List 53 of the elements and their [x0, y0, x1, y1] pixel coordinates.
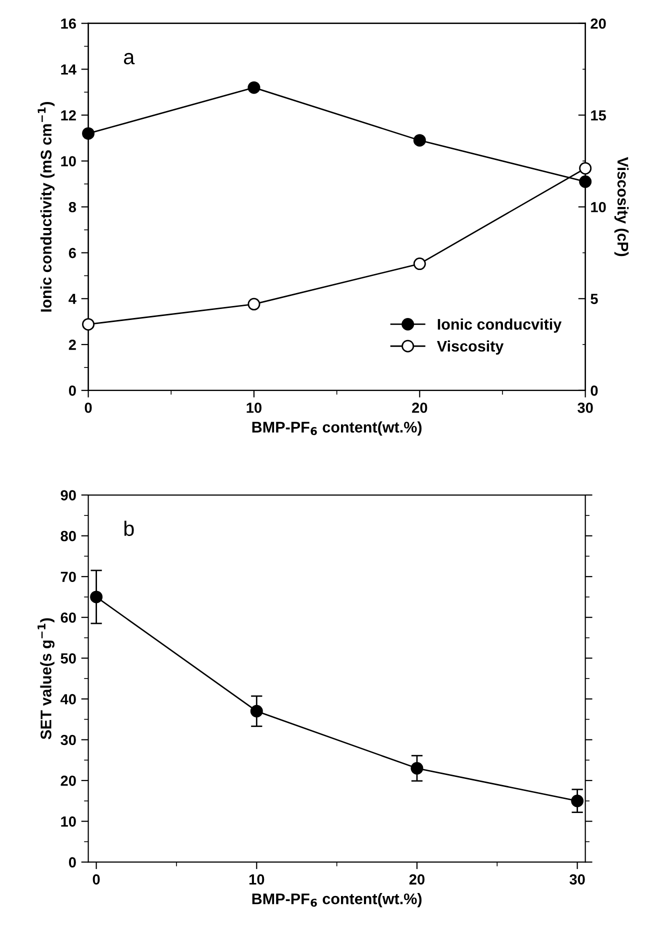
y-tick-label: 20	[60, 776, 76, 786]
x-tick-label: 10	[246, 402, 262, 413]
y-tick-label: 14	[61, 64, 76, 75]
y2-tick-label: 10	[591, 202, 606, 212]
point	[571, 794, 584, 808]
y2-tick-label: 5	[590, 294, 598, 304]
y-tick-label: 60	[60, 612, 76, 623]
annotation: b	[124, 520, 134, 536]
y-tick-label: 50	[60, 653, 76, 664]
x-tick-label: 10	[249, 874, 264, 885]
y-tick-label: 4	[68, 294, 76, 304]
point	[82, 318, 95, 331]
x-axis-title: BMP-PF$_{6}$ content(wt.%)	[252, 421, 422, 436]
y-tick-label: 70	[60, 572, 76, 582]
y2-axis-title: Viscosity (cP)	[614, 157, 629, 256]
y-tick-label: 30	[60, 734, 76, 746]
point	[82, 127, 95, 140]
x-tick-label: 20	[409, 874, 424, 885]
legend-label: Viscosity	[436, 340, 504, 355]
annotation: a	[124, 52, 135, 64]
point	[250, 704, 263, 718]
point	[248, 81, 260, 94]
point	[248, 298, 260, 310]
x-axis-title: BMP-PF$_{6}$ content(wt.%)	[252, 893, 422, 908]
y-tick-label: 40	[60, 694, 76, 704]
y-axis-title: Ionic conductivity (mS cm$^{−1}$)	[38, 102, 55, 312]
y-tick-label: 6	[68, 248, 76, 258]
y-tick-label: 12	[61, 110, 76, 120]
point	[413, 134, 426, 147]
y-tick-label: 2	[68, 340, 76, 350]
point	[579, 175, 592, 188]
point	[579, 162, 592, 175]
legend-label: Ionic conducvitiy	[438, 318, 562, 333]
x-tick-label: 30	[570, 874, 585, 885]
y-tick-label: 90	[60, 490, 76, 500]
y-tick-label: 8	[68, 202, 76, 212]
x-tick-label: 20	[412, 402, 428, 413]
y-axis-title: SET value(s g$^{−1}$)	[38, 618, 54, 740]
y-tick-label: 16	[61, 18, 76, 29]
x-tick-label: 0	[92, 874, 100, 885]
y2-tick-label: 20	[590, 18, 606, 29]
y-tick-label: 10	[61, 816, 76, 827]
y-tick-label: 0	[68, 386, 76, 396]
y-tick-label: 10	[61, 156, 76, 166]
y2-tick-label: 15	[591, 110, 606, 121]
y-tick-label: 80	[60, 530, 76, 542]
x-tick-label: 0	[84, 402, 92, 413]
point	[90, 590, 103, 604]
point	[413, 258, 426, 270]
y2-tick-label: 0	[590, 386, 598, 396]
point	[410, 762, 424, 775]
x-tick-label: 30	[578, 402, 593, 413]
y-tick-label: 0	[68, 857, 76, 868]
